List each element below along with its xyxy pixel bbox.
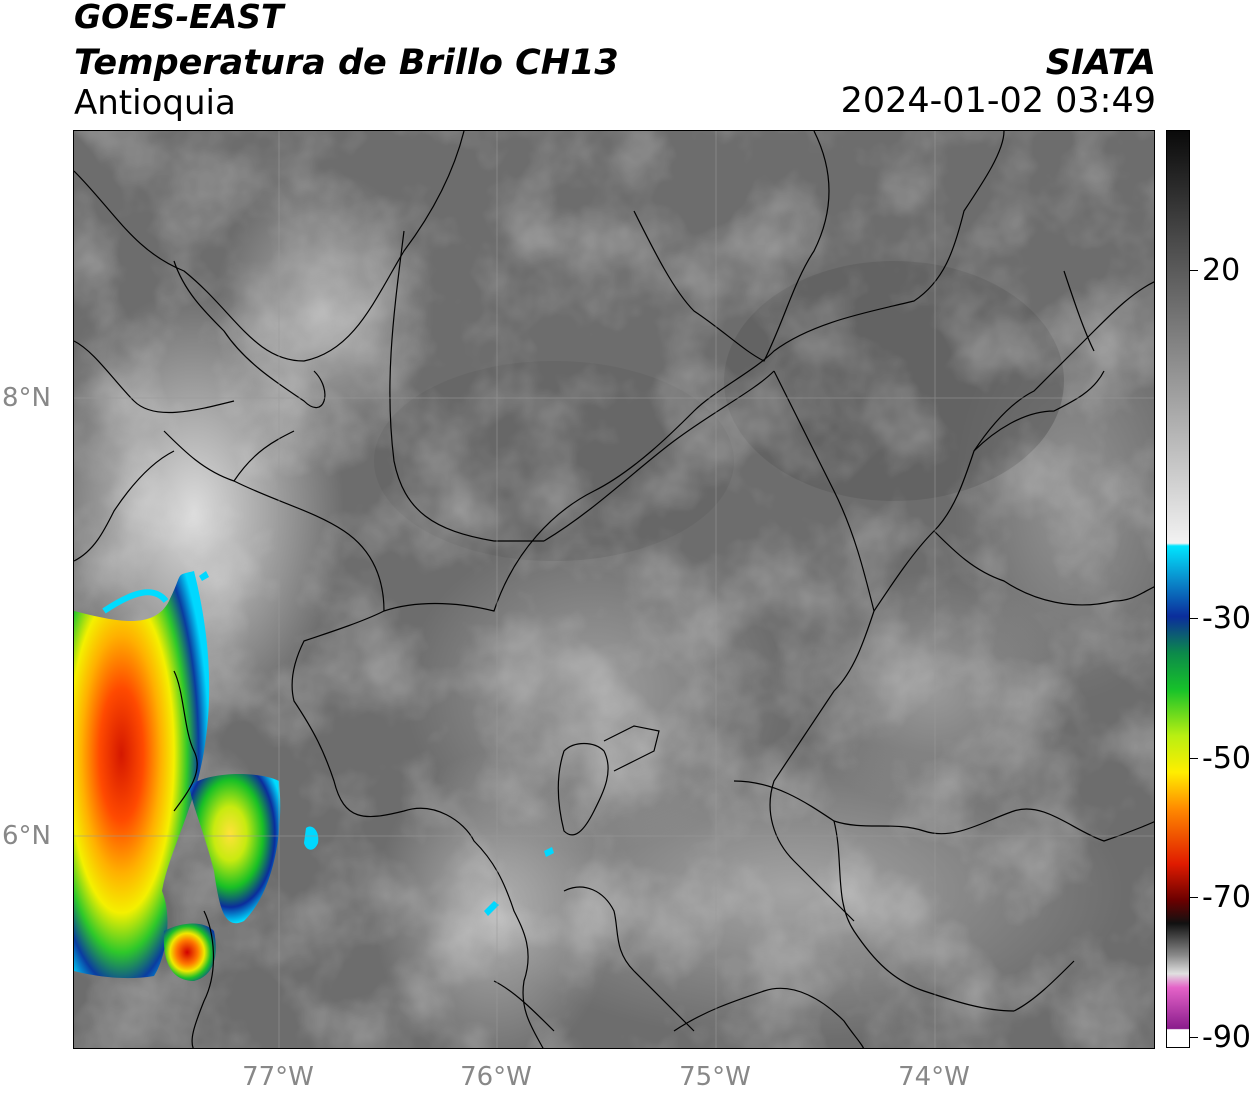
lat-label-8n: 8°N [2, 383, 51, 413]
satellite-map [73, 130, 1155, 1049]
colorbar-label-minus50: -50 [1202, 741, 1251, 776]
region-subtitle: Antioquia [74, 83, 236, 123]
lat-label-6n: 6°N [2, 821, 51, 851]
colorbar-label-minus30: -30 [1202, 601, 1251, 636]
temperature-colorbar [1166, 130, 1190, 1048]
graticule [74, 131, 1154, 1048]
timestamp-label: 2024-01-02 03:49 [840, 81, 1156, 121]
colorbar-tick [1190, 270, 1198, 271]
colorbar-tick [1190, 758, 1198, 759]
satellite-title: GOES-EAST [74, 0, 284, 36]
brightness-temperature-image [74, 131, 1154, 1048]
colorbar-tick [1190, 618, 1198, 619]
product-title: Temperatura de Brillo CH13 [74, 43, 619, 83]
organization-label: SIATA [1045, 43, 1156, 83]
colorbar-label-20: 20 [1202, 253, 1241, 288]
colorbar-label-minus90: -90 [1202, 1020, 1251, 1055]
lon-label-75w: 75°W [679, 1062, 751, 1092]
lon-label-76w: 76°W [460, 1062, 532, 1092]
colorbar-label-minus70: -70 [1202, 880, 1251, 915]
colorbar-gradient [1167, 131, 1189, 1047]
lon-label-77w: 77°W [242, 1062, 314, 1092]
colorbar-tick [1190, 897, 1198, 898]
colorbar-tick [1190, 1037, 1198, 1038]
boundary-lines [74, 131, 1154, 1048]
lon-label-74w: 74°W [898, 1062, 970, 1092]
